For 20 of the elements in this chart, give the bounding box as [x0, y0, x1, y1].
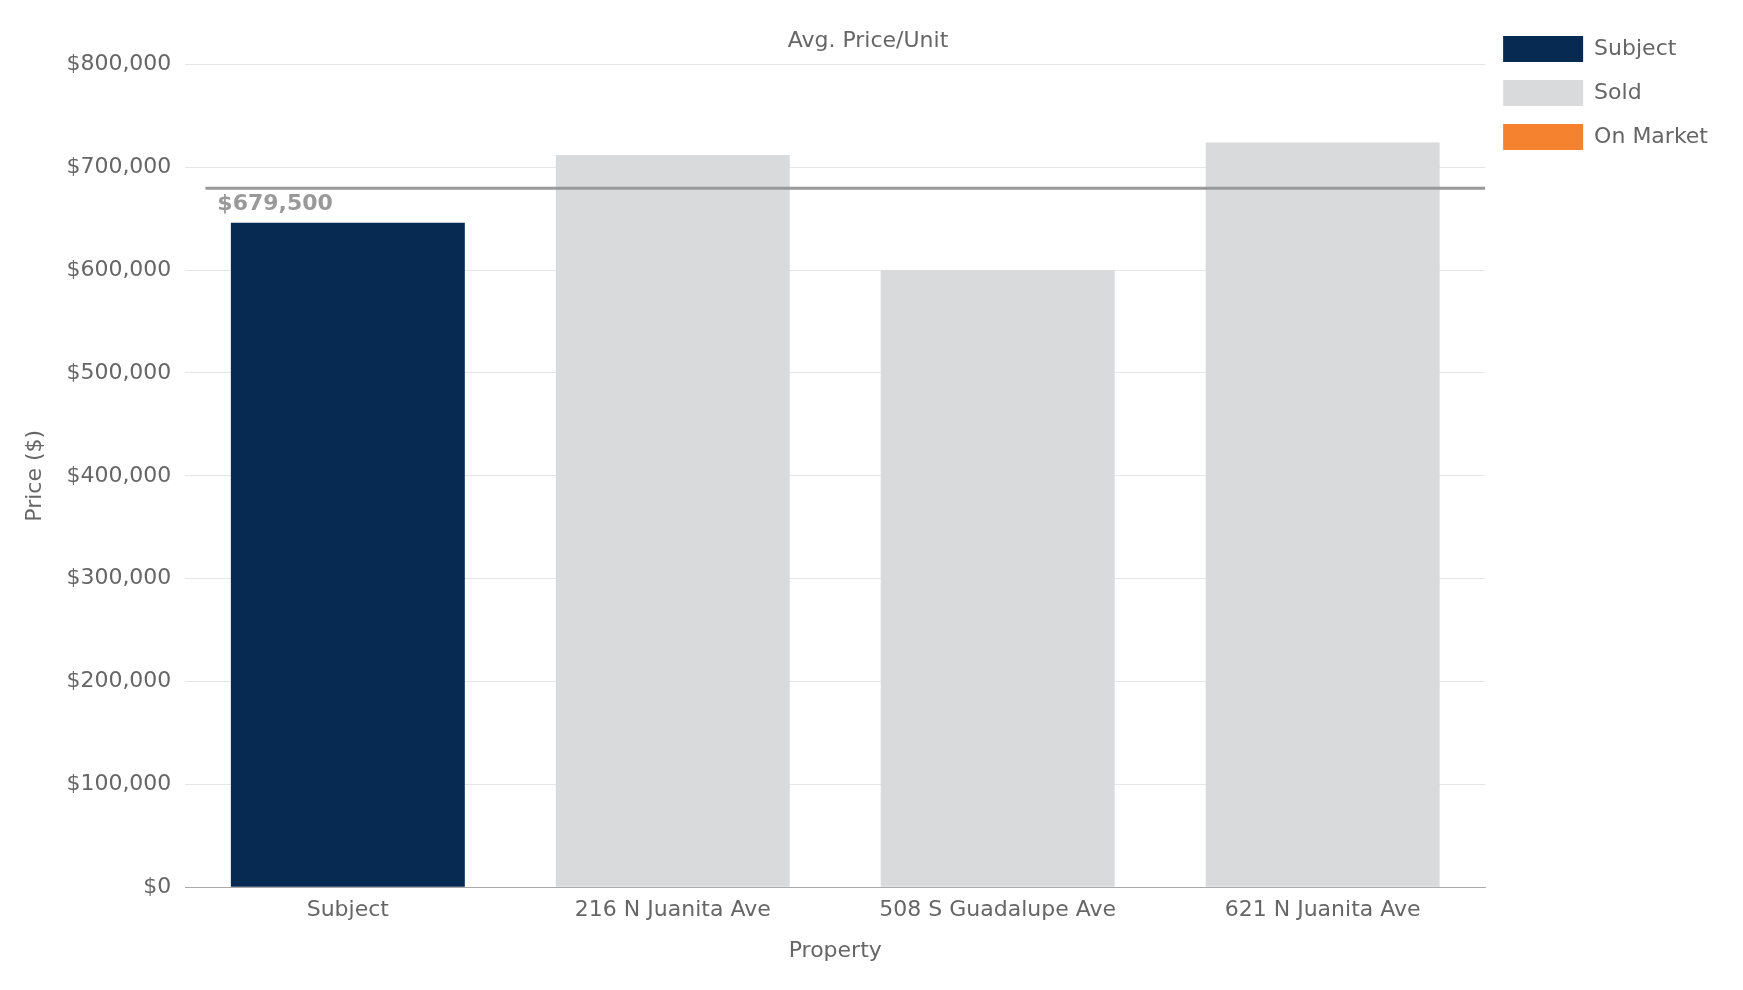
legend-label: Subject [1594, 34, 1677, 60]
y-tick-label: $800,000 [66, 50, 172, 76]
chart-title: Avg. Price/Unit [787, 26, 949, 52]
y-tick-label: $700,000 [66, 152, 172, 178]
x-tick-label: Subject [306, 896, 390, 922]
legend-label: On Market [1594, 122, 1709, 148]
y-tick-label: $500,000 [66, 358, 172, 384]
y-tick-label: $400,000 [66, 461, 172, 487]
y-tick-label: $200,000 [66, 667, 172, 693]
y-tick-label: $600,000 [66, 255, 172, 281]
x-tick-label: 621 N Juanita Ave [1224, 896, 1421, 922]
y-tick-label: $0 [143, 872, 172, 898]
x-tick-label: 216 N Juanita Ave [574, 896, 771, 922]
y-tick-label: $100,000 [66, 770, 172, 796]
x-tick-label: 508 S Guadalupe Ave [879, 896, 1117, 922]
legend-label: Sold [1594, 78, 1642, 104]
y-tick-label: $300,000 [66, 564, 172, 590]
ref-line-label: $679,500 [217, 190, 333, 216]
x-axis-title: Property [788, 936, 882, 962]
y-axis-title: Price ($) [20, 429, 46, 522]
